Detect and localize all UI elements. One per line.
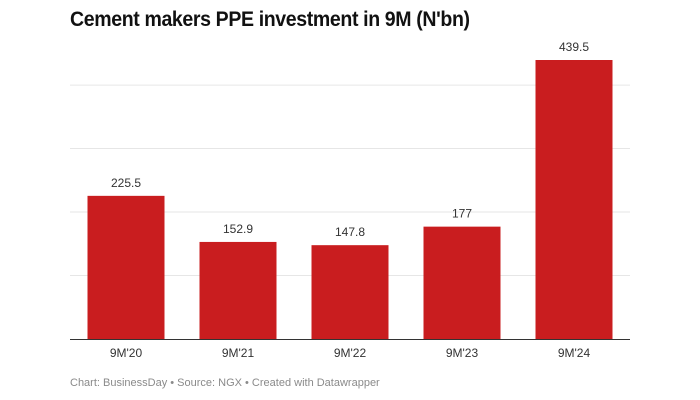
chart-footer: Chart: BusinessDay • Source: NGX • Creat…: [70, 377, 380, 389]
x-tick-label: 9M'21: [222, 346, 255, 360]
data-label: 152.9: [223, 222, 253, 236]
x-tick-label: 9M'20: [110, 346, 143, 360]
bar: [87, 195, 165, 339]
data-label: 177: [452, 207, 472, 221]
data-label: 225.5: [111, 176, 141, 190]
bar: [535, 60, 613, 339]
data-label: 147.8: [335, 225, 365, 239]
bar: [311, 245, 389, 339]
x-tick-label: 9M'22: [334, 346, 367, 360]
bar: [423, 226, 501, 339]
data-label: 439.5: [559, 40, 589, 54]
x-tick-label: 9M'23: [446, 346, 479, 360]
x-tick-label: 9M'24: [558, 346, 591, 360]
bar-chart: 225.5 9M'20 152.9 9M'21 147.8 9M'22 177 9M'23 43…: [70, 40, 630, 360]
chart-title: Cement makers PPE investment in 9M (N'bn…: [70, 8, 470, 31]
bar: [199, 241, 277, 339]
